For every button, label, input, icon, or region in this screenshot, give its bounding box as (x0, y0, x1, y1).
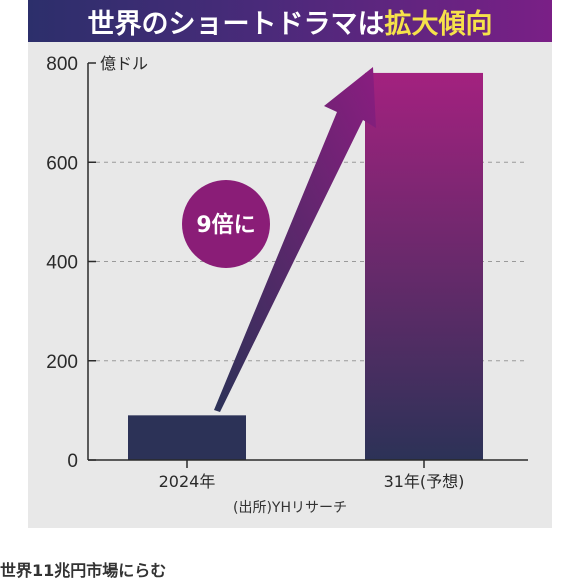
chart-figure: 世界のショートドラマは 拡大傾向 0 200 400 600 800 億ドル 2024年 31年… (28, 0, 552, 528)
y-tick-label: 0 (67, 451, 78, 472)
y-tick-label: 400 (46, 253, 78, 274)
chart-plot: 0 200 400 600 800 億ドル 2024年 31年(予想) 9倍に (出所)YHリサー… (46, 54, 528, 516)
growth-arrow (182, 67, 376, 412)
y-tick-label: 600 (46, 153, 78, 174)
y-unit-label: 億ドル (100, 54, 148, 73)
x-category-label: 2024年 (159, 472, 216, 491)
callout-circle (182, 180, 270, 268)
source-note: (出所)YHリサーチ (233, 500, 347, 516)
bar (365, 72, 483, 461)
labels: 0 200 400 600 800 億ドル 2024年 31年(予想) 9倍に (出所)YHリサー… (46, 54, 464, 516)
callout-text: 9倍に (196, 212, 255, 238)
y-tick-label: 200 (46, 352, 78, 373)
title-bar: 世界のショートドラマは 拡大傾向 (28, 0, 552, 42)
caption: 世界11兆円市場にらむ (0, 561, 167, 580)
gridlines (88, 161, 528, 362)
growth-arrow-shape (214, 67, 376, 412)
bars (128, 72, 483, 461)
bar (128, 415, 246, 460)
chart-title: 世界のショートドラマは (87, 8, 385, 40)
y-tick-label: 800 (46, 54, 78, 75)
chart-title-accent: 拡大傾向 (384, 8, 493, 40)
x-category-label: 31年(予想) (384, 472, 465, 491)
axes (87, 62, 528, 468)
